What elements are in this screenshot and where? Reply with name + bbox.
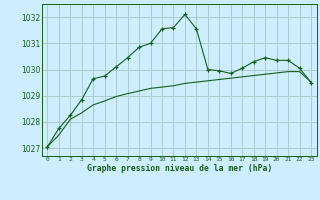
X-axis label: Graphe pression niveau de la mer (hPa): Graphe pression niveau de la mer (hPa) <box>87 164 272 173</box>
